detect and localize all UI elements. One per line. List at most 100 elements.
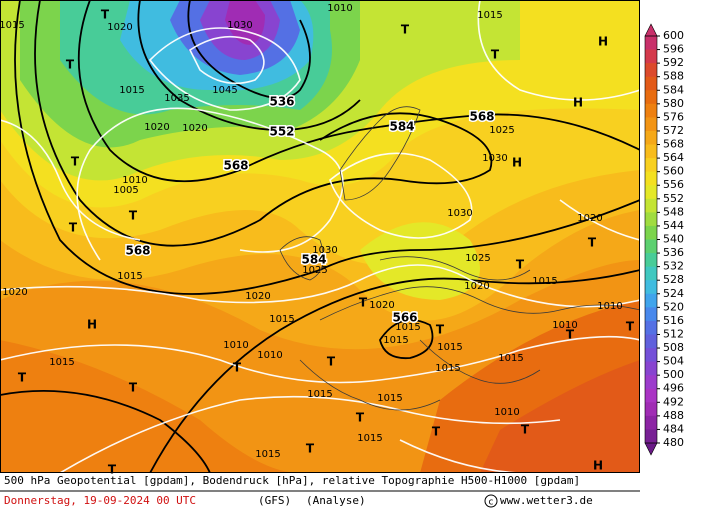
map-label: 584 bbox=[301, 253, 326, 267]
colorbar-band bbox=[645, 144, 657, 159]
colorbar-label: 524 bbox=[663, 287, 684, 300]
map-label: T bbox=[129, 381, 138, 395]
map-label: T bbox=[233, 361, 242, 375]
map-label: 1010 bbox=[327, 3, 352, 14]
colorbar-label: 584 bbox=[663, 83, 684, 96]
colorbar-bottom-arrow bbox=[644, 442, 658, 456]
copyright-c: c bbox=[489, 498, 494, 508]
map-label: T bbox=[626, 320, 635, 334]
map-label: 552 bbox=[269, 125, 294, 139]
map-label: 1015 bbox=[117, 271, 142, 282]
map-label: 1010 bbox=[223, 340, 248, 351]
map-label: 1010 bbox=[494, 407, 519, 418]
map-label: T bbox=[521, 423, 530, 437]
colorbar-band bbox=[645, 212, 657, 227]
map-label: H bbox=[87, 318, 97, 332]
colorbar-label: 560 bbox=[663, 165, 684, 178]
map-label: T bbox=[71, 155, 80, 169]
colorbar-band bbox=[645, 103, 657, 118]
colorbar-label: 508 bbox=[663, 341, 684, 354]
map-label: T bbox=[356, 411, 365, 425]
map-label: T bbox=[18, 371, 27, 385]
colorbar-label: 592 bbox=[663, 56, 684, 69]
map-label: 1020 bbox=[144, 122, 169, 133]
colorbar-band bbox=[645, 130, 657, 146]
map-label: 1015 bbox=[307, 389, 332, 400]
map-label: T bbox=[66, 58, 75, 72]
map-label: 1015 bbox=[395, 322, 420, 333]
map-label: 1015 bbox=[437, 342, 462, 353]
colorbar-label: 568 bbox=[663, 138, 684, 151]
colorbar-label: 548 bbox=[663, 205, 684, 218]
colorbar-band bbox=[645, 253, 657, 268]
map-label: 1005 bbox=[113, 185, 138, 196]
map-label: T bbox=[108, 463, 117, 477]
colorbar-band bbox=[645, 49, 657, 64]
footer-date: Donnerstag, 19-09-2024 00 UTC bbox=[4, 494, 196, 507]
map-label: 1045 bbox=[212, 85, 237, 96]
colorbar-label: 544 bbox=[663, 219, 684, 232]
map-label: T bbox=[129, 209, 138, 223]
colorbar-band bbox=[645, 415, 657, 430]
map-label: T bbox=[566, 328, 575, 342]
colorbar-label: 520 bbox=[663, 300, 684, 313]
map-label: T bbox=[69, 221, 78, 235]
map-label: 1010 bbox=[552, 320, 577, 331]
colorbar-band bbox=[645, 198, 657, 213]
map-frame bbox=[0, 0, 640, 473]
colorbar-band bbox=[645, 76, 657, 91]
map-label: T bbox=[588, 236, 597, 250]
map-label: 1020 bbox=[245, 291, 270, 302]
colorbar-band bbox=[645, 361, 657, 376]
map-label: 1020 bbox=[182, 123, 207, 134]
map-label: H bbox=[593, 459, 603, 473]
map-label: 1035 bbox=[164, 93, 189, 104]
map-label: 1015 bbox=[498, 353, 523, 364]
colorbar-label: 588 bbox=[663, 70, 684, 83]
map-label: 1020 bbox=[2, 287, 27, 298]
colorbar-label: 532 bbox=[663, 260, 684, 273]
map-label: T bbox=[101, 8, 110, 22]
colorbar-label: 528 bbox=[663, 273, 684, 286]
map-label: 1030 bbox=[447, 208, 472, 219]
map-label: H bbox=[573, 96, 583, 110]
colorbar-label: 552 bbox=[663, 192, 684, 205]
footer-credit: www.wetter3.de bbox=[500, 494, 593, 507]
map-label: T bbox=[327, 355, 336, 369]
colorbar-label: 512 bbox=[663, 327, 684, 340]
colorbar-band bbox=[645, 239, 657, 254]
colorbar-band bbox=[645, 63, 657, 78]
map-label: 1025 bbox=[489, 125, 514, 136]
map-label: 1030 bbox=[482, 153, 507, 164]
colorbar-label: 576 bbox=[663, 110, 684, 123]
map-label: 1010 bbox=[122, 175, 147, 186]
colorbar-band bbox=[645, 402, 657, 417]
colorbar-label: 504 bbox=[663, 355, 684, 368]
map-label: 1020 bbox=[577, 213, 602, 224]
map-label: 1015 bbox=[377, 393, 402, 404]
colorbar-band bbox=[645, 117, 657, 132]
map-label: T bbox=[436, 323, 445, 337]
colorbar-band bbox=[645, 225, 657, 240]
map-label: T bbox=[432, 425, 441, 439]
colorbar-band bbox=[645, 171, 657, 186]
map-label: 568 bbox=[469, 110, 494, 124]
map-label: 1015 bbox=[532, 276, 557, 287]
colorbar-band bbox=[645, 375, 657, 390]
colorbar-band bbox=[645, 307, 657, 322]
colorbar-label: 492 bbox=[663, 395, 684, 408]
colorbar-label: 596 bbox=[663, 43, 684, 56]
map-label: 1030 bbox=[312, 245, 337, 256]
colorbar-band bbox=[645, 280, 657, 295]
colorbar-label: 500 bbox=[663, 368, 684, 381]
map-label: T bbox=[359, 296, 368, 310]
colorbar-label: 536 bbox=[663, 246, 684, 259]
colorbar-band bbox=[645, 293, 657, 308]
colorbar-label: 516 bbox=[663, 314, 684, 327]
colorbar-label: 496 bbox=[663, 382, 684, 395]
map-label: 1015 bbox=[0, 20, 25, 31]
colorbar-label: 564 bbox=[663, 151, 684, 164]
map-label: 1015 bbox=[383, 335, 408, 346]
colorbar-band bbox=[645, 348, 657, 363]
colorbar-label: 556 bbox=[663, 178, 684, 191]
